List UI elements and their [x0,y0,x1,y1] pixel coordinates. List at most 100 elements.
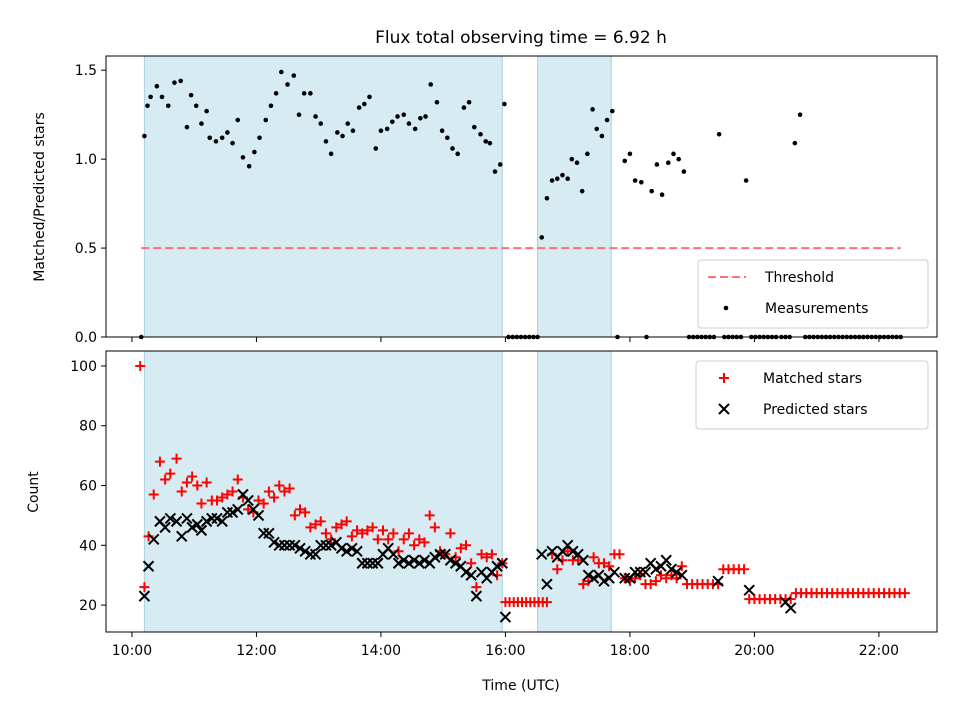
shaded-interval [143,350,503,633]
legend-label: Threshold [764,270,834,286]
predicted-star-point [216,515,228,528]
measurement-point [627,151,633,157]
predicted-star-point [392,557,405,569]
matched-star-point [562,546,573,557]
predicted-star-point [491,560,503,572]
matched-star-point [598,558,609,569]
matched-star-point [274,480,285,491]
matched-star-point [263,486,274,497]
matched-star-point [588,552,599,563]
measurement-point [649,188,655,194]
measurement-point [335,130,340,135]
predicted-star-point [278,539,291,552]
matched-star-point [217,492,228,503]
matched-star-point [445,528,456,539]
measurement-point [671,151,676,157]
chart-title: Flux total observing time = 6.92 h [375,28,667,48]
predicted-star-point [170,515,183,528]
measurement-point [487,140,493,146]
matched-star-point [739,564,750,575]
matched-star-point [201,477,212,488]
predicted-star-point [304,548,317,560]
predicted-star-point [200,515,213,528]
measurement-point [225,130,230,135]
matched-star-point [614,549,625,560]
predicted-star-point [325,539,337,552]
measurement-point [384,126,390,132]
measurement-point [716,131,722,137]
predicted-star-point [582,569,595,581]
x-tick-label: 18:00 [610,643,650,659]
predicted-star-point [309,548,322,560]
measurement-point [478,131,483,137]
measurement-point [273,91,279,96]
matched-star-point [269,492,280,503]
x-tick-label: 22:00 [859,643,899,659]
matched-star-point [243,504,254,515]
measurement-point [367,94,372,100]
matched-star-point [310,519,321,530]
measurement-point [681,169,687,174]
matched-star-point [676,561,687,572]
matched-star-point [471,582,482,593]
matched-star-point [398,534,409,545]
measurement-point [604,117,610,123]
measurement-point [313,114,318,119]
measurement-point [434,99,440,105]
predicted-star-point [164,512,177,525]
measurement-point [213,139,219,144]
predicted-star-point [372,557,384,569]
matched-star-point [604,561,615,572]
measurement-point [466,99,472,105]
predicted-star-point [743,584,755,596]
predicted-star-point [587,572,600,584]
y-tick-label: 100 [70,359,97,375]
measurement-point [412,126,418,132]
measurement-point [632,178,638,183]
measurement-point [439,128,445,133]
measurement-point [483,139,489,144]
matched-star-point [573,555,584,566]
measurement-point [252,149,257,155]
predicted-star-point [159,521,171,534]
measurement-point [159,94,165,100]
top-y-axis-label: Matched/Predicted stars [32,112,48,282]
predicted-star-point [403,557,415,569]
measurement-point [622,158,628,164]
measurement-point [428,82,434,87]
predicted-star-point [268,536,280,549]
matched-star-point [352,525,363,536]
matched-star-point [135,360,146,371]
matched-star-point [552,564,563,575]
predicted-star-point [608,566,621,578]
shaded-interval [537,55,612,338]
matched-star-point [253,495,264,506]
y-tick-label: 40 [79,538,97,554]
predicted-star-point [465,569,477,581]
measurement-point [204,108,209,114]
predicted-star-point [351,545,363,557]
matched-star-point [315,516,326,527]
predicted-star-point [176,530,188,543]
measurement-point [560,172,565,178]
matched-star-point [232,474,243,485]
predicted-star-point [429,551,441,563]
matched-star-point [578,579,589,590]
measurement-point [373,146,379,151]
predicted-star-point [195,524,208,537]
matched-star-point [650,576,661,587]
predicted-star-point [356,557,368,569]
measurement-point [279,69,284,75]
predicted-star-point [346,542,358,555]
predicted-star-point [460,566,472,578]
predicted-star-point [283,539,296,552]
matched-star-point [362,525,373,536]
plot-frame [105,350,938,633]
matched-star-point [378,525,388,536]
measurement-point [497,162,503,167]
measurement-point [797,112,803,117]
y-tick-label: 20 [79,598,97,614]
shaded-interval [143,55,503,338]
predicted-star-point [361,557,374,569]
